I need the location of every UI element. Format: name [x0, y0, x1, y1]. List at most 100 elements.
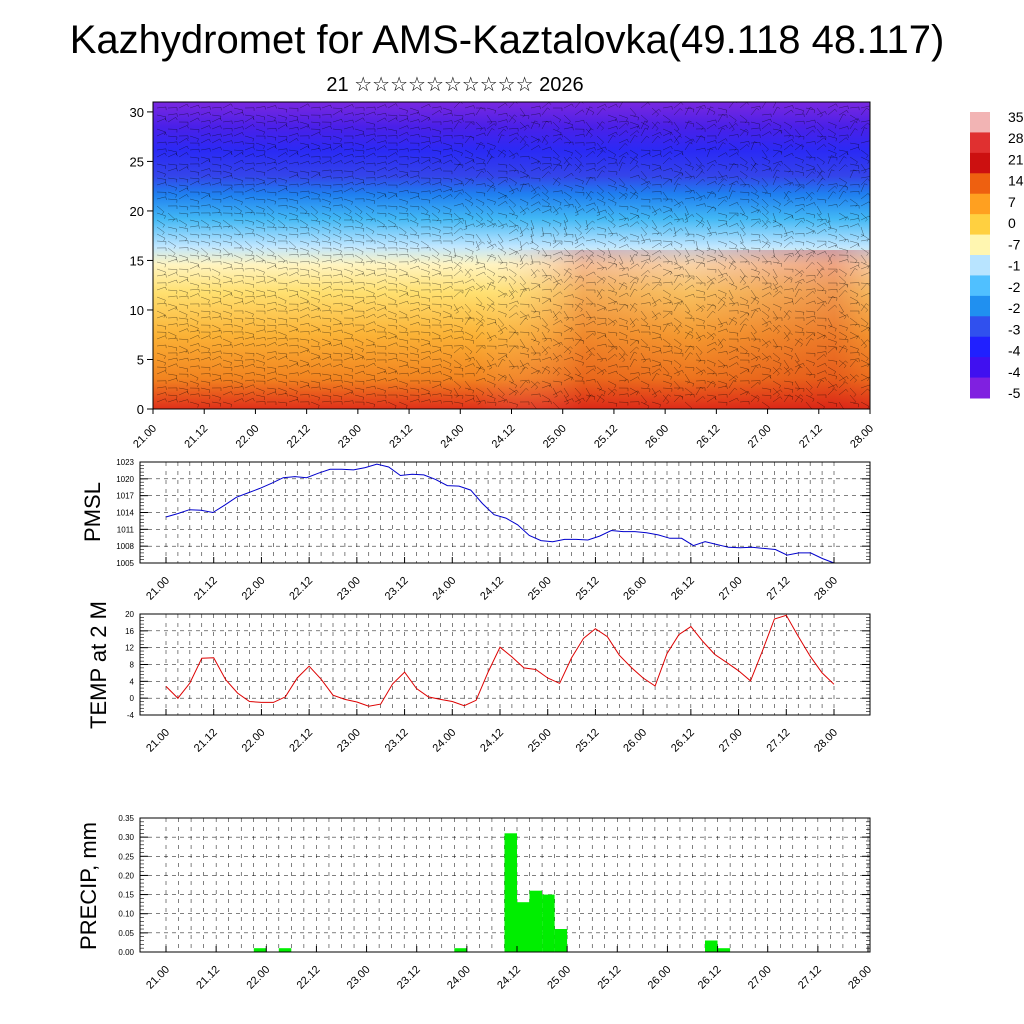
wind-barb	[728, 331, 739, 337]
wind-barb	[508, 102, 518, 109]
wind-barb	[640, 135, 650, 144]
wind-barb	[552, 163, 563, 169]
wind-barb	[376, 167, 387, 172]
wind-barb	[629, 281, 638, 291]
wind-barb	[761, 327, 772, 333]
wind-barb	[156, 366, 167, 371]
wind-barb	[255, 289, 266, 296]
wind-barb	[629, 214, 640, 221]
wind-barb	[827, 289, 838, 293]
wind-barb	[541, 366, 550, 375]
wind-barb	[266, 191, 277, 196]
wind-barb	[464, 177, 474, 184]
wind-barb	[816, 228, 827, 235]
wind-barb	[717, 338, 724, 349]
wind-barb	[761, 317, 769, 327]
wind-barb	[233, 296, 244, 302]
wind-barb	[431, 384, 442, 389]
wind-barb	[596, 191, 605, 201]
x-tick-label: 26.12	[669, 575, 697, 603]
wind-barb	[486, 148, 494, 158]
wind-barb	[288, 247, 299, 253]
wind-barb	[376, 307, 387, 312]
y-tick-label: 0.15	[118, 891, 134, 900]
wind-barb	[518, 240, 523, 251]
y-tick-label: 0.35	[118, 814, 134, 823]
wind-barb	[178, 268, 189, 273]
wind-barb	[530, 145, 541, 151]
wind-barb	[442, 310, 452, 318]
wind-barb	[442, 219, 453, 223]
wind-barb	[332, 394, 343, 400]
wind-barb	[310, 240, 321, 246]
wind-barb	[761, 394, 772, 399]
colorbar-label: 35	[1008, 109, 1024, 125]
wind-barb	[321, 356, 332, 361]
wind-barb	[552, 177, 561, 186]
wind-barb	[266, 120, 277, 124]
wind-barb	[387, 352, 398, 358]
wind-barb	[398, 324, 408, 332]
wind-barb	[684, 276, 695, 284]
wind-barb	[827, 296, 838, 301]
wind-barb	[277, 260, 288, 264]
wind-barb	[365, 152, 376, 158]
wind-barb	[178, 328, 189, 333]
wind-barb	[750, 296, 760, 305]
wind-barb	[409, 265, 420, 270]
wind-barb	[552, 279, 563, 284]
wind-barb	[244, 232, 255, 237]
wind-barb	[750, 121, 761, 128]
wind-barb	[431, 181, 442, 186]
wind-barb	[277, 205, 288, 209]
wind-barb	[255, 329, 266, 333]
wind-barb	[519, 362, 530, 368]
precip-bar	[517, 902, 530, 952]
wind-barb	[772, 160, 783, 165]
wind-barb	[365, 121, 376, 128]
wind-barb	[288, 253, 299, 258]
wind-barb	[398, 300, 409, 305]
wind-barb	[409, 275, 419, 283]
wind-barb	[244, 379, 255, 384]
wind-barb	[574, 120, 585, 124]
wind-barb	[453, 221, 464, 228]
wind-barb	[266, 180, 277, 186]
wind-barb	[706, 231, 717, 236]
wind-barb	[310, 338, 320, 346]
wind-barb	[629, 303, 638, 313]
wind-barb	[662, 221, 673, 228]
wind-barb	[596, 121, 604, 131]
wind-barb	[838, 109, 849, 116]
wind-barb	[739, 275, 747, 286]
x-tick-label: 26.00	[643, 423, 671, 451]
colorbar-label: -4	[1008, 343, 1021, 359]
wind-barb	[618, 102, 627, 109]
wind-barb	[420, 324, 431, 329]
wind-barb	[453, 401, 464, 407]
wind-barb	[277, 198, 288, 202]
wind-barb	[794, 120, 805, 125]
wind-barb	[728, 289, 734, 300]
wind-barb	[651, 282, 662, 286]
wind-barb	[255, 324, 266, 330]
wind-barb	[200, 148, 211, 152]
wind-barb	[849, 218, 860, 222]
wind-barb	[420, 140, 431, 145]
wind-barb	[772, 310, 779, 321]
wind-barb	[387, 247, 398, 251]
wind-barb	[519, 124, 530, 130]
wind-barb	[189, 240, 200, 246]
wind-barb	[266, 198, 277, 205]
wind-barb	[266, 264, 277, 270]
wind-barb	[365, 182, 376, 187]
wind-barb	[783, 139, 794, 144]
wind-barb	[706, 380, 716, 389]
y-tick-label: 0.20	[118, 871, 134, 880]
wind-barb	[673, 228, 684, 235]
colorbar-swatch	[970, 112, 990, 133]
wind-barb	[486, 321, 497, 326]
wind-barb	[618, 217, 629, 222]
wind-barb	[827, 142, 837, 151]
wind-barb	[849, 317, 858, 327]
